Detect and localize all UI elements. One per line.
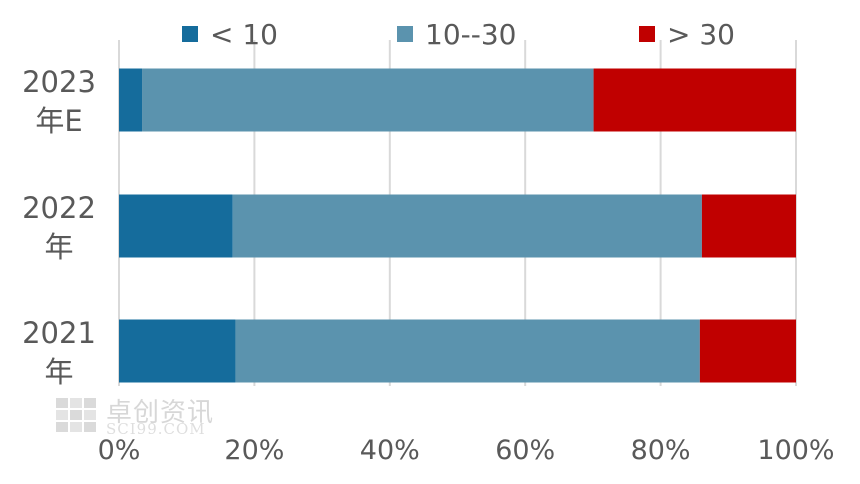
bar-segment [235,319,700,383]
x-tick-label: 20% [224,435,284,466]
category-label-suffix: 年 [44,230,73,264]
x-axis-ticks: 0% 20% 40% 60% 80% 100% [98,435,835,466]
bar-segment [701,194,796,258]
watermark-cn: 卓创资讯 [106,398,215,428]
watermark-logo-icon [56,398,96,432]
legend-label: > 30 [667,18,735,51]
legend-swatch [182,26,198,42]
bar-segment [232,194,702,258]
category-label-year: 2023 [22,65,96,99]
bar-segment [142,68,594,132]
bar-segment [119,68,143,132]
x-tick-label: 100% [757,435,834,466]
legend-swatch [639,26,655,42]
bars [119,68,796,383]
legend: < 10 10--30 > 30 [182,18,735,51]
bar-segment [593,68,796,132]
x-tick-label: 60% [495,435,555,466]
x-tick-label: 40% [360,435,420,466]
x-tick-label: 80% [631,435,691,466]
legend-label: 10--30 [425,18,516,51]
watermark-en: SCI99.COM [106,420,206,438]
category-label-suffix: 年E [35,104,82,138]
category-label-year: 2022 [22,191,96,225]
watermark: 卓创资讯 SCI99.COM [54,392,264,440]
y-axis-categories: 2023 年E 2022 年 2021 年 [22,65,96,389]
bar-segment [119,319,236,383]
legend-swatch [397,26,413,42]
bar-segment [699,319,796,383]
legend-label: < 10 [210,18,278,51]
category-label-year: 2021 [22,316,96,350]
bar-segment [119,194,233,258]
x-tick-label: 0% [98,435,141,466]
category-label-suffix: 年 [44,355,73,389]
